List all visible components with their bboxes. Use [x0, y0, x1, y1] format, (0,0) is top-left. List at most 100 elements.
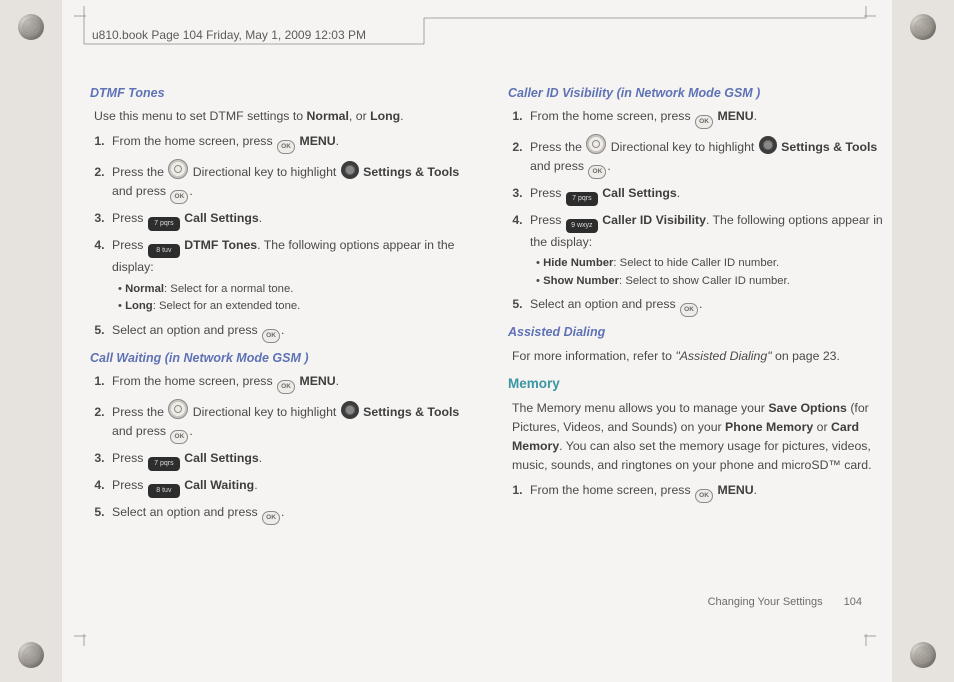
page-number: 104: [844, 596, 862, 608]
step: Select an option and press OK.: [526, 295, 890, 317]
settings-gear-icon: [759, 136, 777, 154]
ok-key-icon: OK: [695, 489, 713, 503]
text: and press: [112, 184, 169, 198]
ok-key-icon: OK: [588, 165, 606, 179]
text: .: [607, 159, 610, 173]
text: Directional key to highlight: [189, 405, 339, 419]
text: The Memory menu allows you to manage you…: [512, 401, 768, 415]
step: From the home screen, press OK MENU.: [108, 132, 472, 154]
directional-key-icon: [168, 159, 188, 179]
step: Press the Directional key to highlight S…: [108, 399, 472, 444]
text: Press: [112, 238, 147, 252]
step: Press 9 wxyz Caller ID Visibility. The f…: [526, 211, 890, 290]
text-bold: Settings & Tools: [363, 405, 459, 419]
text: From the home screen, press: [530, 109, 694, 123]
keypad-9-icon: 9 wxyz: [566, 219, 598, 233]
text: From the home screen, press: [112, 374, 276, 388]
text: From the home screen, press: [530, 483, 694, 497]
rivet-icon: [18, 642, 44, 668]
option: Long: Select for an extended tone.: [118, 298, 472, 316]
ok-key-icon: OK: [170, 430, 188, 444]
rivet-icon: [910, 14, 936, 40]
left-column: DTMF Tones Use this menu to set DTMF set…: [90, 78, 472, 531]
text-bold: Hide Number: [543, 257, 613, 269]
ok-key-icon: OK: [277, 380, 295, 394]
text: , or: [349, 109, 370, 123]
keypad-7-icon: 7 pqrs: [148, 217, 180, 231]
header-file-path: u810.book Page 104 Friday, May 1, 2009 1…: [92, 28, 366, 42]
directional-key-icon: [168, 399, 188, 419]
heading-caller-id: Caller ID Visibility (in Network Mode GS…: [508, 84, 890, 103]
memory-steps: From the home screen, press OK MENU.: [526, 481, 890, 503]
text: Press the: [112, 405, 167, 419]
keypad-7-icon: 7 pqrs: [148, 457, 180, 471]
option: Show Number: Select to show Caller ID nu…: [536, 273, 890, 291]
heading-memory: Memory: [508, 374, 890, 395]
text: : Select to show Caller ID number.: [619, 275, 790, 287]
text: .: [336, 374, 339, 388]
text-bold: MENU: [299, 374, 335, 388]
text-bold: MENU: [717, 483, 753, 497]
text: Select an option and press: [112, 323, 261, 337]
dtmf-steps: From the home screen, press OK MENU. Pre…: [108, 132, 472, 342]
ok-key-icon: OK: [262, 511, 280, 525]
page-content: DTMF Tones Use this menu to set DTMF set…: [90, 78, 890, 531]
dtmf-intro: Use this menu to set DTMF settings to No…: [94, 107, 472, 126]
text: : Select for an extended tone.: [153, 300, 301, 312]
settings-gear-icon: [341, 401, 359, 419]
left-margin-panel: [0, 0, 62, 682]
step: Press the Directional key to highlight S…: [108, 159, 472, 204]
ok-key-icon: OK: [695, 115, 713, 129]
text: .: [336, 134, 339, 148]
text: For more information, refer to: [512, 349, 675, 363]
option: Normal: Select for a normal tone.: [118, 281, 472, 299]
text: .: [400, 109, 403, 123]
text-bold: Normal: [125, 283, 164, 295]
text: Press: [530, 213, 565, 227]
rivet-icon: [910, 642, 936, 668]
step: Press 7 pqrs Call Settings.: [108, 209, 472, 231]
text-bold: MENU: [717, 109, 753, 123]
text-bold: Settings & Tools: [781, 140, 877, 154]
text: Use this menu to set DTMF settings to: [94, 109, 307, 123]
heading-assisted-dialing: Assisted Dialing: [508, 323, 890, 342]
text-bold: Long: [125, 300, 153, 312]
text-bold: Call Settings: [184, 451, 258, 465]
text: Press: [112, 478, 147, 492]
settings-gear-icon: [341, 161, 359, 179]
right-column: Caller ID Visibility (in Network Mode GS…: [508, 78, 890, 531]
option: Hide Number: Select to hide Caller ID nu…: [536, 255, 890, 273]
text-bold: MENU: [299, 134, 335, 148]
text: or: [813, 420, 831, 434]
text: Press: [530, 186, 565, 200]
text: .: [281, 323, 284, 337]
text: and press: [112, 424, 169, 438]
text-bold: Show Number: [543, 275, 619, 287]
heading-dtmf-tones: DTMF Tones: [90, 84, 472, 103]
text: Press: [112, 451, 147, 465]
call-waiting-steps: From the home screen, press OK MENU. Pre…: [108, 372, 472, 525]
text: .: [281, 505, 284, 519]
text-bold: Settings & Tools: [363, 165, 459, 179]
step: Press 7 pqrs Call Settings.: [108, 449, 472, 471]
text-bold: Save Options: [768, 401, 847, 415]
text: on page 23.: [772, 349, 840, 363]
text: .: [259, 451, 262, 465]
text: Directional key to highlight: [607, 140, 757, 154]
text: : Select to hide Caller ID number.: [613, 257, 779, 269]
text: Select an option and press: [530, 297, 679, 311]
step: Press the Directional key to highlight S…: [526, 134, 890, 179]
text: Directional key to highlight: [189, 165, 339, 179]
step: Press 8 tuv DTMF Tones. The following op…: [108, 236, 472, 315]
text: .: [699, 297, 702, 311]
caller-id-steps: From the home screen, press OK MENU. Pre…: [526, 107, 890, 317]
text-bold: Call Settings: [602, 186, 676, 200]
step: Select an option and press OK.: [108, 503, 472, 525]
text-bold: Normal: [307, 109, 349, 123]
text: . You can also set the memory usage for …: [512, 439, 872, 472]
text-italic: "Assisted Dialing": [675, 349, 771, 363]
text-bold: DTMF Tones: [184, 238, 257, 252]
directional-key-icon: [586, 134, 606, 154]
text: .: [189, 184, 192, 198]
ok-key-icon: OK: [262, 329, 280, 343]
